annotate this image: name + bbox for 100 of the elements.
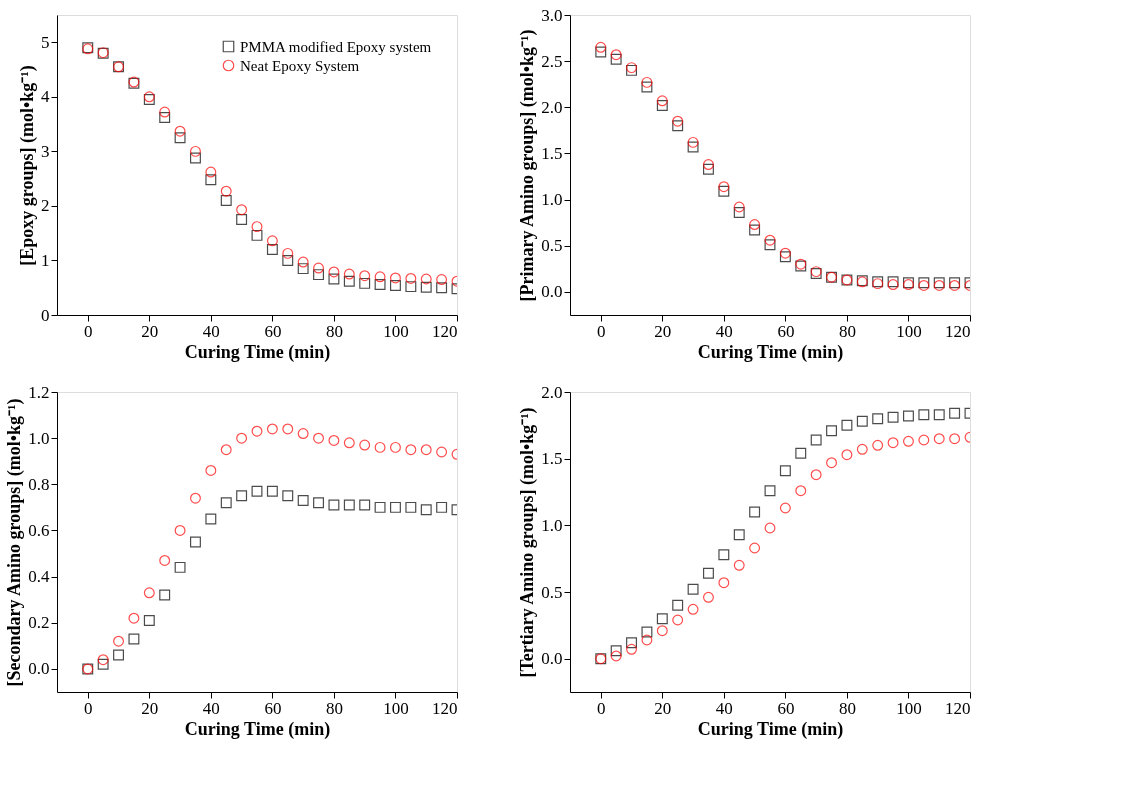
point (856, 415, 868, 427)
point (656, 625, 668, 637)
point (113, 635, 125, 647)
point (405, 272, 417, 284)
point (220, 444, 232, 456)
point (733, 207, 745, 219)
point (656, 95, 668, 107)
point (610, 49, 622, 61)
point (282, 247, 294, 259)
point (97, 654, 109, 666)
point (749, 224, 761, 236)
point (374, 278, 386, 290)
point (328, 435, 340, 446)
point (174, 561, 186, 573)
x-axis-title: Curing Time (min) (184, 341, 331, 363)
point (405, 444, 417, 456)
y-tick-label: 1.0 (28, 428, 50, 448)
point (189, 536, 201, 548)
point (374, 501, 386, 513)
point (595, 41, 607, 53)
point (189, 152, 201, 164)
point (220, 185, 232, 197)
y-axis-title: [Tertiary Amino groups] (mol•kg⁻¹) (517, 407, 539, 678)
point (420, 444, 432, 456)
point (672, 614, 684, 626)
point (143, 614, 155, 626)
x-tick-label: 120 (432, 321, 458, 341)
point (266, 235, 278, 247)
y-tick-label: 1.2 (28, 382, 50, 402)
point (159, 112, 171, 124)
point (918, 409, 930, 421)
x-tick-label: 20 (141, 698, 159, 718)
point (236, 432, 248, 444)
y-tick-label: 0.6 (28, 520, 50, 540)
point (672, 599, 684, 611)
x-tick-label: 40 (715, 698, 733, 718)
point (405, 501, 417, 513)
point (641, 626, 653, 638)
point (251, 485, 263, 497)
x-tick-label: 40 (202, 321, 220, 341)
point (113, 649, 125, 661)
point (902, 410, 914, 422)
point (656, 613, 668, 625)
point (656, 99, 668, 111)
y-tick-label: 4 (41, 87, 50, 107)
x-tick-label: 120 (945, 698, 971, 718)
point (902, 435, 914, 447)
point (918, 434, 930, 446)
point (749, 542, 761, 554)
point (702, 591, 714, 603)
point (841, 449, 853, 461)
point (343, 499, 355, 511)
y-tick-label: 2.0 (541, 382, 563, 402)
x-tick-label: 0 (597, 698, 606, 718)
point (174, 525, 186, 536)
point (97, 658, 109, 670)
x-tick-label: 40 (715, 321, 733, 341)
y-tick-label: 5 (41, 32, 50, 52)
point (641, 81, 653, 93)
point (174, 125, 186, 137)
x-tick-label: 60 (777, 698, 795, 718)
point (189, 145, 201, 157)
point (313, 497, 325, 509)
point (718, 181, 730, 193)
x-tick-label: 120 (945, 321, 971, 341)
point (297, 494, 309, 506)
x-tick-label: 100 (896, 321, 922, 341)
point (641, 634, 653, 646)
point (933, 433, 945, 445)
x-axis-title: Curing Time (min) (697, 718, 844, 740)
point (687, 136, 699, 148)
point (359, 270, 371, 282)
point (764, 485, 776, 497)
x-tick-label: 100 (896, 698, 922, 718)
point (436, 274, 448, 286)
point (933, 409, 945, 421)
point (872, 439, 884, 451)
point (174, 132, 186, 144)
point (359, 277, 371, 289)
point (420, 281, 432, 293)
x-tick-label: 20 (654, 321, 672, 341)
y-tick-label: 0.0 (541, 649, 563, 669)
point (282, 423, 294, 435)
y-tick-label: 1.5 (541, 143, 563, 163)
x-tick-label: 20 (654, 698, 672, 718)
point (826, 425, 838, 437)
point (328, 499, 340, 511)
x-tick-label: 80 (325, 321, 343, 341)
point (189, 492, 201, 504)
point (733, 529, 745, 541)
point (764, 234, 776, 246)
point (220, 497, 232, 509)
point (779, 247, 791, 259)
x-tick-label: 80 (838, 698, 856, 718)
point (313, 269, 325, 281)
point (313, 262, 325, 274)
x-tick-label: 20 (141, 321, 159, 341)
y-axis-title: [Epoxy groups] (mol•kg⁻¹) (17, 65, 38, 266)
point (297, 428, 309, 439)
x-tick-label: 60 (264, 698, 282, 718)
